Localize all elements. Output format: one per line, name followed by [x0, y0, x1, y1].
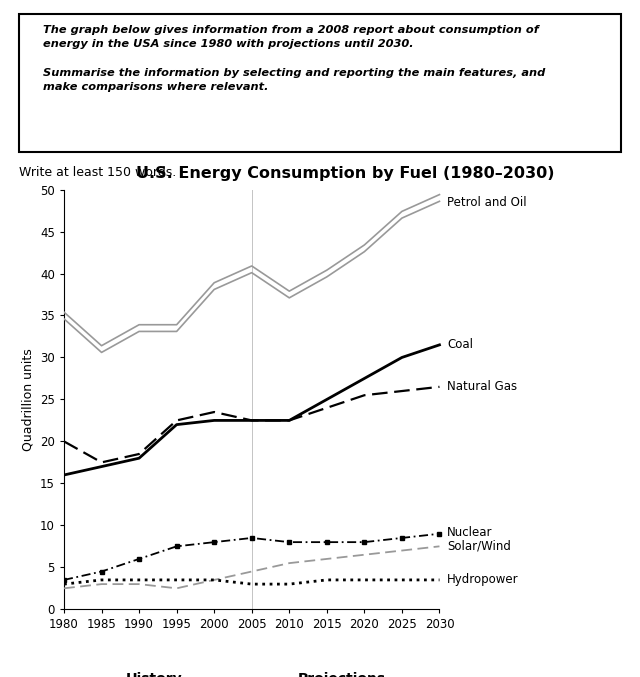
Text: Hydropower: Hydropower: [447, 573, 518, 586]
Text: Natural Gas: Natural Gas: [447, 380, 517, 393]
FancyBboxPatch shape: [19, 14, 621, 152]
Text: Coal: Coal: [447, 338, 473, 351]
Text: Projections: Projections: [298, 672, 386, 677]
Text: Petrol and Oil: Petrol and Oil: [447, 196, 527, 209]
Text: History: History: [126, 672, 182, 677]
Text: The graph below gives information from a 2008 report about consumption of
energy: The graph below gives information from a…: [44, 24, 545, 92]
Title: U.S. Energy Consumption by Fuel (1980–2030): U.S. Energy Consumption by Fuel (1980–20…: [136, 167, 555, 181]
Text: Write at least 150 words.: Write at least 150 words.: [19, 166, 177, 179]
Text: Solar/Wind: Solar/Wind: [447, 540, 511, 553]
Y-axis label: Quadrillion units: Quadrillion units: [22, 348, 35, 451]
Text: Nuclear: Nuclear: [447, 525, 492, 539]
